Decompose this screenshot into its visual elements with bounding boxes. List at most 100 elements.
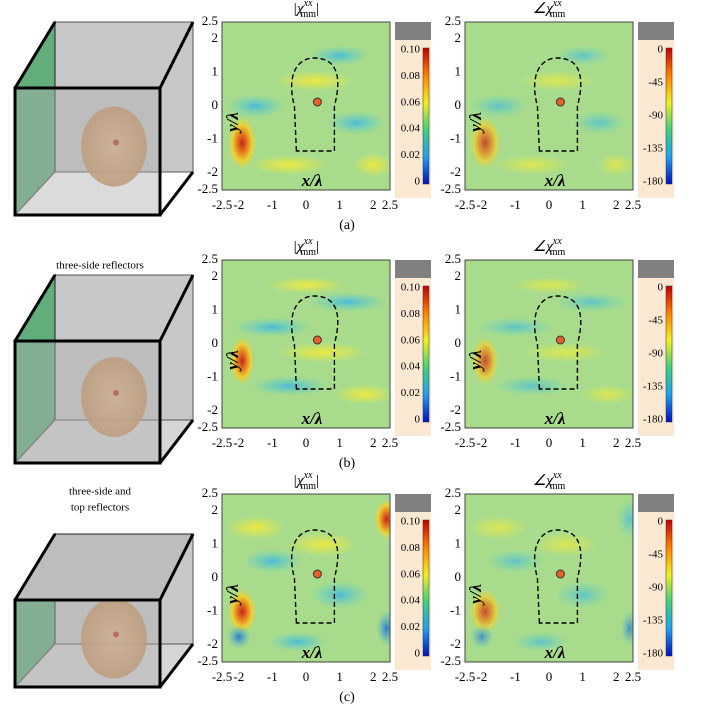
reflector-box — [13, 532, 195, 689]
contour-blob — [225, 515, 286, 540]
colorbar-tick-label: -135 — [643, 615, 664, 627]
frame — [464, 21, 634, 191]
y-tick-label: 2.5 — [445, 485, 461, 500]
y-tick-label: 2 — [212, 502, 219, 517]
plot-title: |χxx mm| — [293, 470, 319, 492]
contour-blob — [242, 549, 303, 574]
contour-blob — [532, 532, 599, 557]
x-tick-label: 0 — [303, 435, 310, 450]
head-outline — [533, 57, 582, 152]
contour-blob — [511, 277, 587, 294]
contour-blob — [519, 70, 596, 91]
contour-blob — [476, 317, 555, 338]
colorbar-tick-label: 0.06 — [401, 334, 421, 346]
contour-blob — [469, 116, 501, 169]
y-tick-label: 0 — [212, 335, 219, 350]
title-part: xx — [552, 236, 562, 247]
x-tick-label: 0 — [546, 197, 553, 212]
probe-dot — [312, 335, 322, 345]
contour-blob — [309, 580, 370, 609]
x-tick-label: 2.5 — [382, 197, 398, 212]
caption: (c) — [339, 690, 355, 705]
frame — [221, 259, 391, 429]
x-tick-label: -2 — [233, 435, 244, 450]
x-tick-label: -2 — [233, 669, 244, 684]
colorbar-cap — [638, 260, 674, 278]
x-tick-label: -1 — [267, 435, 278, 450]
colorbar-tick-label: 0.02 — [401, 621, 420, 633]
x-tick-label: 2.5 — [625, 435, 641, 450]
x-tick-label: 2 — [613, 197, 620, 212]
caption: (a) — [339, 218, 355, 233]
y-tick-label: 0 — [455, 97, 462, 112]
colorbar-tick-label: -180 — [643, 414, 664, 426]
y-tick-label: -1 — [207, 369, 218, 384]
y-tick-label: -2.5 — [440, 419, 461, 434]
edge — [158, 171, 195, 216]
head — [81, 106, 147, 187]
y-tick-label: 1 — [455, 301, 462, 316]
colorbar-cap — [638, 22, 674, 40]
contour-blob — [249, 376, 330, 396]
plot-title: ∠χxx mm — [533, 236, 566, 258]
x-tick-label: 2.5 — [625, 197, 641, 212]
contour-map — [465, 22, 633, 190]
front-face — [13, 86, 162, 217]
contour-blob — [493, 376, 571, 396]
head-marker — [113, 631, 119, 638]
contour-blob — [277, 342, 368, 363]
probe-dot — [312, 97, 322, 107]
title-part: mm — [301, 481, 317, 492]
colorbar-tick-label: 0.10 — [401, 516, 421, 528]
contour-map — [465, 494, 633, 662]
probe-dot — [312, 569, 322, 579]
y-tick-label: 1 — [455, 535, 462, 550]
x-tick-label: -2 — [233, 197, 244, 212]
y-tick-label: -1 — [207, 603, 218, 618]
y-tick-label: 2.5 — [202, 251, 218, 266]
y-tick-label: -2.5 — [440, 181, 461, 196]
head-marker — [113, 139, 119, 146]
y-tick-label: 1 — [212, 301, 219, 316]
colorbar-tick-label: 0.08 — [401, 70, 421, 82]
head-outline — [290, 295, 339, 390]
edge — [158, 419, 195, 464]
colorbar-cap — [395, 22, 431, 40]
colorbar-tick-label: 0.04 — [401, 123, 421, 135]
contour-blob — [225, 94, 286, 118]
contour-blob — [571, 110, 628, 135]
contour-blob — [334, 384, 390, 405]
row-label: top reflectors — [71, 502, 129, 514]
x-tick-label: 2 — [370, 435, 377, 450]
title-part: |χ — [293, 1, 304, 17]
colorbar-tick-label: 0.02 — [401, 387, 420, 399]
y-tick-label: 0 — [455, 569, 462, 584]
colorbar-tick-label: 0.10 — [401, 282, 421, 294]
frame — [464, 259, 634, 429]
row-label: three-side reflectors — [56, 260, 144, 272]
edge — [158, 533, 195, 601]
plot-title: |χxx mm| — [293, 236, 319, 258]
contour-blob — [486, 549, 545, 574]
contour-blob — [353, 152, 390, 177]
y-tick-label: 1 — [212, 63, 219, 78]
y-tick-label: 1 — [455, 63, 462, 78]
contour-blob — [376, 610, 390, 647]
contour-blob — [230, 336, 255, 385]
colorbar-tick-label: -45 — [648, 315, 663, 327]
colorbar-tick-label: -90 — [648, 348, 663, 360]
reflector-box — [13, 20, 195, 217]
colorbar — [665, 47, 673, 185]
y-axis-label: y/λ — [223, 112, 242, 134]
colorbar — [665, 285, 673, 423]
x-tick-label: 1 — [579, 435, 586, 450]
head-outline — [533, 529, 582, 624]
colorbar-tick-label: 0.06 — [401, 568, 421, 580]
x-tick-label: -2 — [476, 669, 487, 684]
y-tick-label: 2.5 — [202, 485, 218, 500]
colorbar-tick-label: 0.10 — [401, 44, 421, 56]
title-part: xx — [303, 0, 313, 9]
colorbar-tick-label: 0 — [658, 516, 664, 528]
plot-title: |χxx mm| — [293, 0, 319, 20]
y-tick-label: 0 — [455, 335, 462, 350]
